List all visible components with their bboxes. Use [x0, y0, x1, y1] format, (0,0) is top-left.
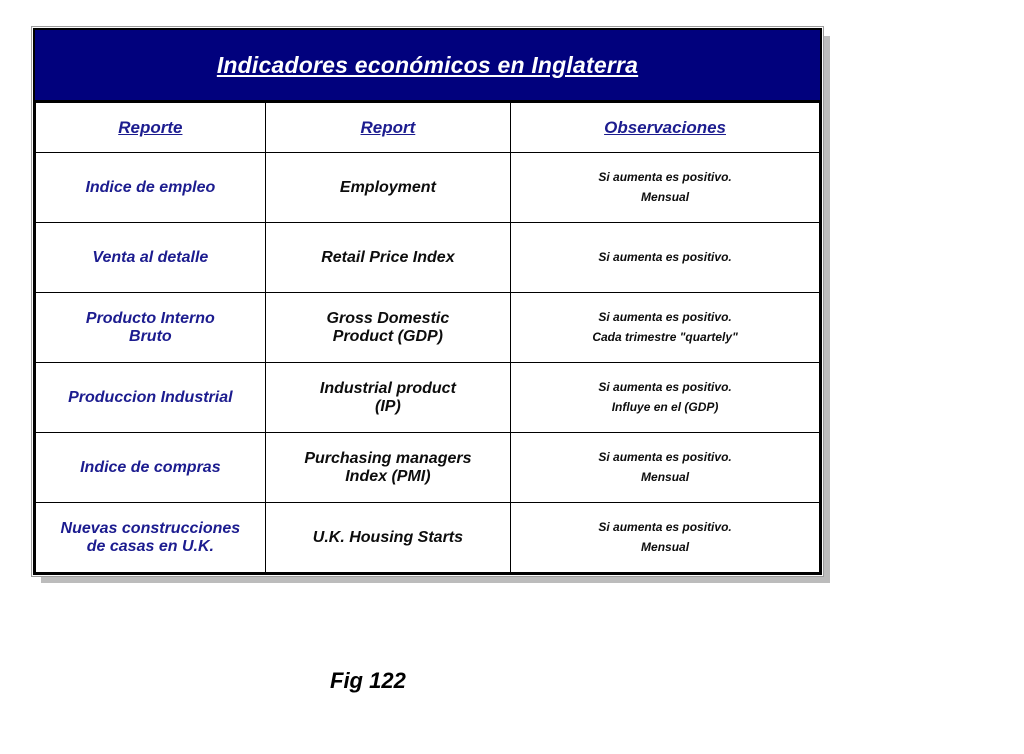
- cell-observaciones: Si aumenta es positivo. Cada trimestre "…: [510, 292, 820, 363]
- cell-reporte: Venta al detalle: [35, 222, 266, 293]
- cell-observaciones: Si aumenta es positivo.: [510, 222, 820, 293]
- table-title-band: Indicadores económicos en Inglaterra: [35, 30, 820, 102]
- table-row: Indice de empleo Employment Si aumenta e…: [35, 152, 820, 223]
- table-row: Nuevas construcciones de casas en U.K. U…: [35, 502, 820, 573]
- cell-report: Retail Price Index: [264, 222, 512, 293]
- table-row: Produccion Industrial Industrial product…: [35, 362, 820, 433]
- indicators-grid: Reporte Report Observaciones Indice de e…: [35, 102, 820, 573]
- column-header-observaciones: Observaciones: [510, 102, 820, 153]
- table-row: Producto Interno Bruto Gross Domestic Pr…: [35, 292, 820, 363]
- column-header-reporte: Reporte: [35, 102, 266, 153]
- cell-observaciones: Si aumenta es positivo. Mensual: [510, 502, 820, 573]
- indicators-table: Indicadores económicos en Inglaterra Rep…: [33, 28, 822, 575]
- cell-observaciones: Si aumenta es positivo. Mensual: [510, 432, 820, 503]
- header-row: Reporte Report Observaciones: [35, 102, 820, 153]
- cell-observaciones: Si aumenta es positivo. Influye en el (G…: [510, 362, 820, 433]
- table-row: Venta al detalle Retail Price Index Si a…: [35, 222, 820, 293]
- cell-report: Employment: [264, 152, 512, 223]
- cell-observaciones: Si aumenta es positivo. Mensual: [510, 152, 820, 223]
- cell-reporte: Produccion Industrial: [35, 362, 266, 433]
- figure-caption: Fig 122: [330, 668, 406, 693]
- cell-reporte: Indice de empleo: [35, 152, 266, 223]
- cell-reporte: Indice de compras: [35, 432, 266, 503]
- cell-report: Gross Domestic Product (GDP): [264, 292, 512, 363]
- column-header-report: Report: [264, 102, 512, 153]
- cell-report: Purchasing managers Index (PMI): [264, 432, 512, 503]
- cell-reporte: Producto Interno Bruto: [35, 292, 266, 363]
- cell-reporte: Nuevas construcciones de casas en U.K.: [35, 502, 266, 573]
- table-title: Indicadores económicos en Inglaterra: [216, 51, 639, 78]
- table-row: Indice de compras Purchasing managers In…: [35, 432, 820, 503]
- cell-report: U.K. Housing Starts: [264, 502, 512, 573]
- cell-report: Industrial product (IP): [264, 362, 512, 433]
